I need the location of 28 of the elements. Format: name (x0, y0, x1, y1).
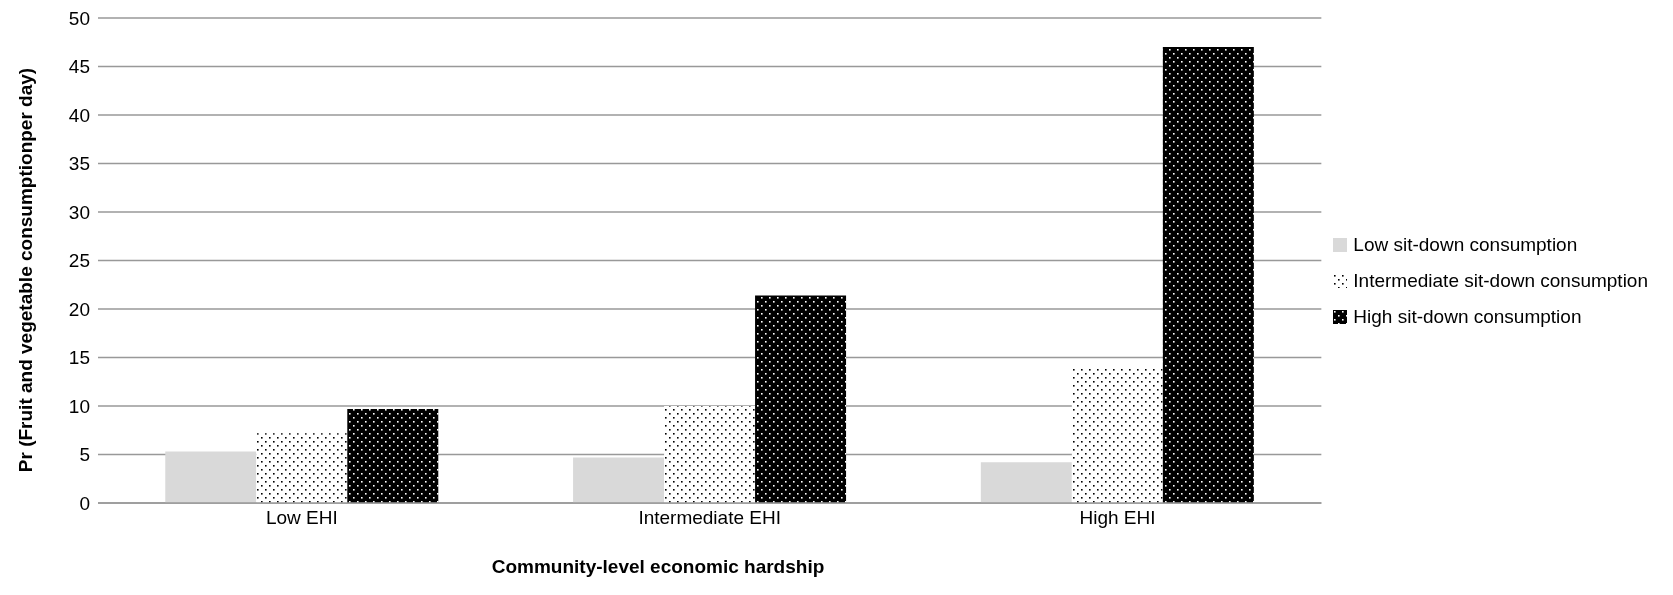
legend-label: High sit-down consumption (1353, 305, 1582, 328)
y-tick-label: 25 (68, 250, 90, 272)
y-tick-label: 50 (68, 7, 90, 29)
bar (755, 295, 847, 503)
x-tick-label: High EHI (1079, 507, 1156, 529)
y-tick-label: 20 (68, 298, 90, 320)
y-tick-label: 0 (79, 492, 90, 514)
bar (1071, 367, 1163, 503)
bar (165, 451, 257, 503)
bar (664, 406, 756, 503)
y-tick-label: 5 (79, 444, 90, 466)
y-tick-label: 10 (68, 395, 90, 417)
bar (980, 462, 1072, 503)
y-tick-label: 45 (68, 56, 90, 78)
x-tick-label: Intermediate EHI (638, 507, 781, 529)
legend-label: Intermediate sit-down consumption (1353, 269, 1648, 292)
bar (256, 433, 348, 503)
y-tick-label: 35 (68, 153, 90, 175)
x-axis-title: Community-level economic hardship (490, 556, 826, 578)
bar (347, 408, 439, 503)
y-tick-label: 40 (68, 104, 90, 126)
bar (573, 457, 665, 503)
y-tick-label: 15 (68, 347, 90, 369)
x-tick-label: Low EHI (265, 507, 338, 529)
y-axis-title: Pr (Fruit and vegetable consumptionper day) (15, 67, 37, 473)
bar (1162, 47, 1254, 503)
y-tick-label: 30 (68, 201, 90, 223)
legend-label: Low sit-down consumption (1353, 233, 1578, 256)
